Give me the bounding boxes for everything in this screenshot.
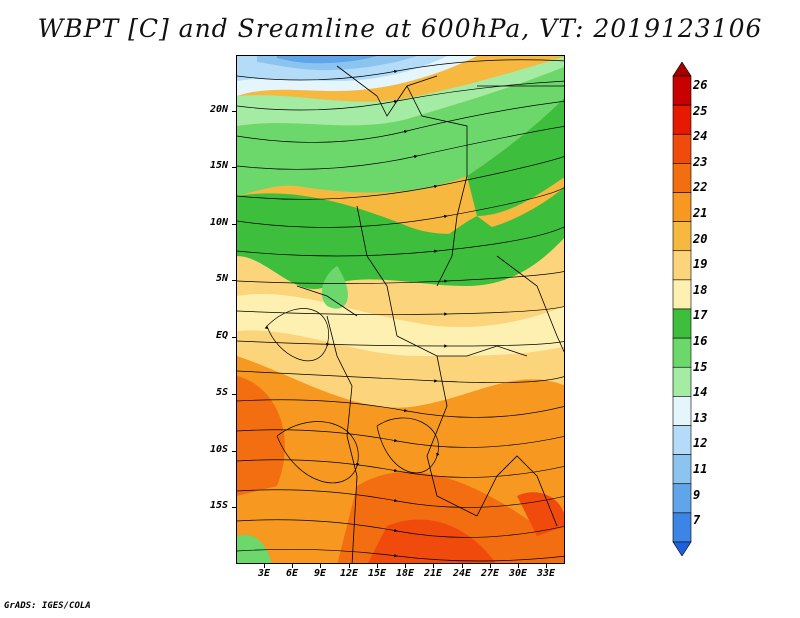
- colorbar-segment: [672, 133, 692, 164]
- colorbar-label: 17: [693, 308, 708, 323]
- colorbar-segment: [672, 104, 692, 135]
- colorbar-segment: [672, 366, 692, 397]
- map-panel: [236, 55, 565, 564]
- lat-tick: [232, 111, 237, 112]
- colorbar-label: 9: [693, 487, 701, 502]
- lon-tick: [349, 563, 350, 568]
- colorbar-segment: [672, 75, 692, 106]
- colorbar-segment: [672, 308, 692, 339]
- lon-label: 6E: [285, 568, 299, 579]
- colorbar-segment: [672, 192, 692, 222]
- lon-tick: [264, 563, 265, 568]
- lat-label: 10N: [209, 217, 228, 228]
- lon-label: 21E: [423, 568, 443, 579]
- credit-text: GrADS: IGES/COLA: [4, 601, 91, 611]
- colorbar-label: 18: [693, 282, 708, 297]
- wbpt-field-map: [237, 56, 564, 563]
- colorbar-label: 19: [693, 257, 708, 272]
- colorbar-label: 15: [693, 359, 708, 374]
- colorbar-label: 26: [693, 78, 708, 92]
- colorbar-label: 12: [693, 436, 708, 451]
- colorbar: [672, 62, 692, 556]
- lat-label: 15N: [209, 160, 228, 171]
- lat-tick: [232, 507, 237, 508]
- colorbar-segment: [672, 541, 692, 556]
- lon-tick: [433, 563, 434, 568]
- lat-label: 15S: [209, 500, 228, 511]
- lat-tick: [232, 167, 237, 168]
- lon-tick: [490, 563, 491, 568]
- lat-label: 10S: [209, 444, 228, 455]
- lon-label: 9E: [313, 568, 327, 579]
- colorbar-segment: [672, 163, 692, 193]
- lon-label: 27E: [480, 568, 500, 579]
- colorbar-segment: [672, 483, 692, 514]
- lon-tick: [462, 563, 463, 568]
- lon-label: 15E: [367, 568, 387, 579]
- lon-label: 33E: [536, 568, 556, 579]
- colorbar-segment: [672, 221, 692, 252]
- lon-label: 3E: [257, 568, 271, 579]
- lon-tick: [320, 563, 321, 568]
- lon-label: 12E: [339, 568, 359, 579]
- lat-tick: [232, 224, 237, 225]
- colorbar-label: 11: [693, 462, 708, 476]
- colorbar-segment: [672, 62, 692, 77]
- lat-tick: [232, 280, 237, 281]
- lon-label: 24E: [452, 568, 472, 579]
- colorbar-label: 22: [693, 180, 708, 195]
- colorbar-segment: [672, 425, 692, 455]
- colorbar-segment: [672, 396, 692, 426]
- lon-tick: [546, 563, 547, 568]
- lon-tick: [292, 563, 293, 568]
- lat-label: 5N: [215, 273, 228, 284]
- lat-label: 20N: [209, 104, 228, 115]
- colorbar-segment: [672, 279, 692, 310]
- colorbar-segment: [672, 454, 692, 485]
- colorbar-label: 20: [693, 231, 708, 246]
- colorbar-label: 24: [693, 129, 708, 144]
- lat-tick: [232, 451, 237, 452]
- colorbar-segment: [672, 512, 692, 543]
- colorbar-segment: [672, 337, 692, 368]
- map-title: WBPT [C] and Sreamline at 600hPa, VT: 20…: [37, 14, 763, 43]
- lon-label: 18E: [395, 568, 415, 579]
- colorbar-label: 21: [693, 206, 708, 220]
- colorbar-segment: [672, 250, 692, 281]
- colorbar-label: 13: [693, 410, 708, 425]
- colorbar-label: 14: [693, 385, 708, 400]
- lat-label: EQ: [215, 330, 228, 341]
- lat-tick: [232, 394, 237, 395]
- colorbar-label: 16: [693, 334, 708, 348]
- lon-tick: [405, 563, 406, 568]
- lon-tick: [377, 563, 378, 568]
- lat-tick: [232, 337, 237, 338]
- colorbar-label: 25: [693, 103, 708, 118]
- colorbar-label: 7: [693, 513, 701, 528]
- lon-tick: [518, 563, 519, 568]
- lon-label: 30E: [508, 568, 528, 579]
- lat-label: 5S: [215, 387, 228, 398]
- colorbar-label: 23: [693, 154, 708, 169]
